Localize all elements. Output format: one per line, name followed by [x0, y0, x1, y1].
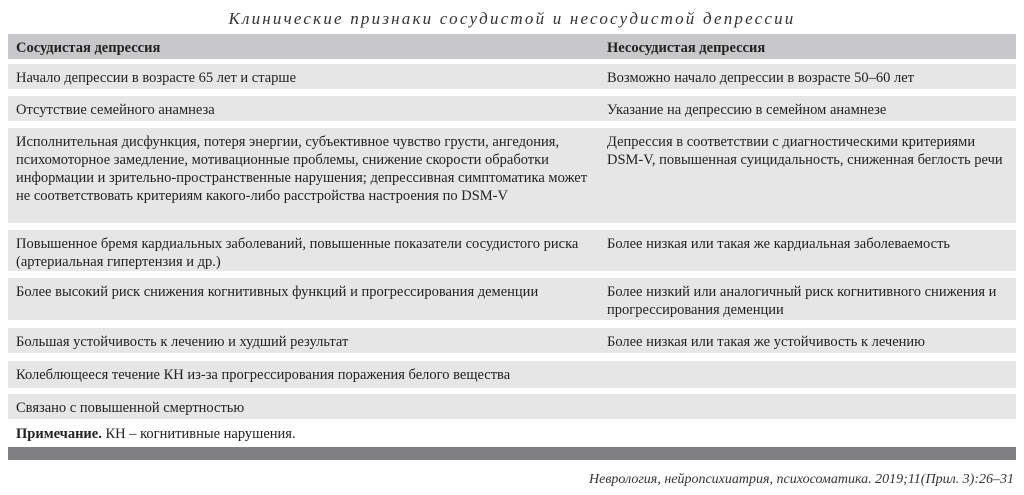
cell: Более низкая или такая же кардиальная за…: [607, 236, 951, 252]
table-row: Большая устойчивость к лечению и худший …: [8, 328, 1016, 353]
table-row: Повышенное бремя кардиальных заболеваний…: [8, 230, 1016, 271]
table-note: Примечание. КН – когнитивные нарушения.: [16, 426, 296, 443]
table-row: Более высокий риск снижения когнитивных …: [8, 278, 1016, 320]
cell: Отсутствие семейного анамнеза: [16, 102, 215, 118]
cell: Связано с повышенной смертностью: [16, 400, 245, 416]
cell: Возможно начало депрессии в возрасте 50–…: [607, 70, 914, 86]
cell: Более низкий или аналогичный риск когнит…: [607, 284, 997, 318]
cell: Депрессия в соответствии с диагностическ…: [607, 134, 1003, 168]
cell: Более низкая или такая же устойчивость к…: [607, 334, 926, 350]
cell: Начало депрессии в возрасте 65 лет и ста…: [16, 70, 297, 86]
table-row: Отсутствие семейного анамнеза Указание н…: [8, 96, 1016, 121]
table-row: Колеблющееся течение КН из-за прогрессир…: [8, 361, 1016, 388]
cell: Колеблющееся течение КН из-за прогрессир…: [16, 367, 511, 383]
table-row: Начало депрессии в возрасте 65 лет и ста…: [8, 64, 1016, 89]
divider-bar: [8, 447, 1016, 460]
note-label: Примечание.: [16, 426, 102, 442]
citation: Неврология, нейропсихиатрия, психосомати…: [589, 472, 1014, 487]
cell: Более высокий риск снижения когнитивных …: [16, 284, 539, 300]
cell: Исполнительная дисфункция, потеря энерги…: [16, 134, 588, 204]
table-title: Клинические признаки сосудистой и несосу…: [228, 9, 796, 28]
header-vascular: Сосудистая депрессия: [16, 40, 161, 56]
cell: Указание на депрессию в семейном анамнез…: [607, 102, 887, 118]
cell: Повышенное бремя кардиальных заболеваний…: [16, 236, 579, 270]
note-text: КН – когнитивные нарушения.: [101, 426, 296, 442]
table-row: Исполнительная дисфункция, потеря энерги…: [8, 128, 1016, 223]
table-header: Сосудистая депрессия Несосудистая депрес…: [8, 34, 1016, 59]
header-nonvascular: Несосудистая депрессия: [607, 40, 766, 56]
table-row: Связано с повышенной смертностью: [8, 394, 1016, 419]
cell: Большая устойчивость к лечению и худший …: [16, 334, 349, 350]
